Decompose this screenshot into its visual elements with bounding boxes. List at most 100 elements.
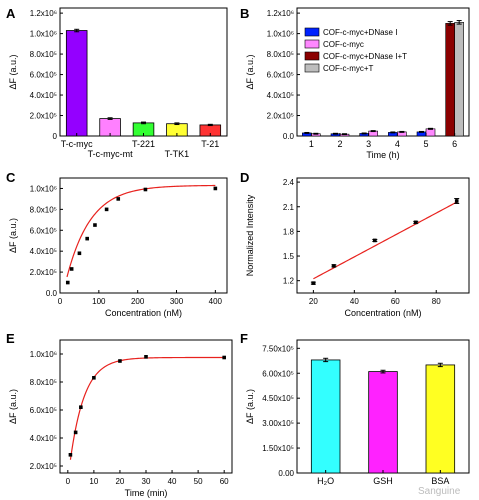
panel-e-xtick-label: 20 [115,477,124,486]
panel-d-ytick-label: 1.2 [283,277,295,286]
panel-e-ytick-label: 2.0x10⁵ [30,462,57,471]
panel-f-category-label: BSA [431,476,449,486]
panel-d-fit-curve [313,201,457,280]
panel-d-xlabel: Concentration (nM) [344,308,421,318]
panel-b-ytick-label: 2.0x10⁵ [267,112,294,121]
panel-b-legend-swatch [304,63,320,73]
panel-e-ytick-label: 4.0x10⁵ [30,434,57,443]
panel-b-xlabel: Time (h) [366,150,399,160]
panel-d-xtick-label: 20 [309,297,318,306]
panel-e-data-point [222,355,226,360]
watermark: Sanguine [418,486,461,497]
panel-a-category-label: T-221 [132,139,155,149]
panel-e-xtick-label: 60 [220,477,229,486]
panel-c-chart: 0.0 2.0x10⁵ 4.0x10⁵ 6.0x10⁵ 8.0x10⁵ 1.0x10⁶ ΔF… [8,177,228,318]
panel-b-legend-swatch [304,51,320,61]
panel-a-category-label: T-21 [201,139,219,149]
panel-d-data-point [373,238,377,243]
panel-b-category-label: 1 [309,139,314,149]
panel-d-ytick-label: 2.4 [283,178,295,187]
panel-b-category-label: 5 [423,139,428,149]
panel-c-data-point [65,280,70,285]
panel-e-fit-curve [69,356,225,460]
panel-c-xlabel: Concentration (nM) [105,308,182,318]
panel-letter-c: C [6,170,16,185]
panel-b-bar [454,22,464,137]
panel-d-xtick-label: 60 [391,297,400,306]
panel-f-ylabel: ΔF (a.u.) [245,389,255,424]
panel-e-xtick-label: 10 [89,477,98,486]
panel-a-bar [65,30,88,137]
panel-c-data-point [116,197,121,201]
panel-c-plot-frame [59,177,228,294]
panel-c-data-point [93,223,97,227]
panel-c-xtick-label: 300 [170,297,184,306]
panel-b-ytick-label: 1.2x10⁶ [267,9,294,18]
panel-b-legend-label: COF-c-myc [323,40,364,49]
panel-f-ytick-label: 4.50x10⁵ [262,394,294,403]
panel-b-category-label: 6 [452,139,457,149]
panel-f-ytick-label: 1.50x10⁵ [262,444,294,453]
panel-b-bar [445,23,455,137]
panel-letter-b: B [240,6,249,21]
panel-letter-f: F [240,331,248,346]
panel-b-bar [425,128,436,137]
panel-b-ytick-label: 0.0 [283,132,295,141]
panel-e-xlabel: Time (min) [125,488,168,498]
panel-e-ylabel: ΔF (a.u.) [8,389,18,424]
panel-e-xtick-label: 30 [142,477,151,486]
panel-a-ytick-label: 2.0x10⁵ [30,112,57,121]
panel-f-bar [368,371,398,474]
panel-c-xtick-label: 100 [92,297,106,306]
panel-c-ytick-label: 8.0x10⁵ [30,205,57,214]
panel-e-data-point [73,430,78,435]
panel-b-legend-swatch [304,39,320,49]
panel-f-bar [425,364,456,474]
panel-b-ytick-label: 4.0x10⁵ [267,91,294,100]
panel-e-xtick-label: 0 [66,477,71,486]
panel-a-ytick-label: 6.0x10⁵ [30,71,57,80]
panel-e-data-point [118,359,122,363]
panel-d-data-point [332,264,336,268]
panel-c-data-point [85,236,89,241]
panel-b-legend-label: COF-c-myc+T [323,64,374,73]
panel-f-category-label: H₂O [317,476,334,486]
panel-d-chart: 1.2 1.5 1.8 2.1 2.4 Normalized Intensity 20 40 6… [245,177,470,318]
panel-a-ytick-label: 0 [53,132,58,141]
panel-c-xtick-label: 0 [58,297,63,306]
panel-b-plot-frame [296,7,470,137]
panel-b-ytick-label: 1.0x10⁶ [267,30,294,39]
panel-a-category-label: T-TK1 [165,149,190,159]
panel-b-ytick-label: 8.0x10⁵ [267,50,294,59]
panel-d-plot-frame [296,177,470,294]
panel-a-ylabel: ΔF (a.u.) [8,54,18,89]
panel-e-data-point [92,376,96,380]
panel-c-xtick-label: 400 [209,297,223,306]
panel-d-ylabel: Normalized Intensity [245,194,255,276]
panel-c-ytick-label: 0.0 [46,289,58,298]
panel-b-category-label: 2 [337,139,342,149]
panel-e-data-point [79,405,83,409]
panel-d-xtick-label: 80 [432,297,441,306]
panel-e-xtick-label: 50 [194,477,203,486]
panel-b-legend-label: COF-c-myc+DNase I+T [323,52,407,61]
panel-e-ytick-label: 8.0x10⁵ [30,378,57,387]
panel-a-ytick-label: 8.0x10⁵ [30,50,57,59]
panel-letter-e: E [6,331,15,346]
panel-c-fit-curve [66,184,216,278]
panel-c-ytick-label: 4.0x10⁵ [30,247,57,256]
panel-b-category-label: 3 [366,139,371,149]
panel-c-data-point [77,251,82,256]
panel-e-data-point [68,453,73,457]
panel-d-xtick-label: 40 [350,297,359,306]
panel-f-chart: 0.00 1.50x10⁵ 3.00x10⁵ 4.50x10⁵ 6.00x10⁵ 7.50… [245,339,470,486]
panel-c-data-point [213,186,218,191]
panel-e-xtick-label: 40 [168,477,177,486]
panel-e-chart: 2.0x10⁵ 4.0x10⁵ 6.0x10⁵ 8.0x10⁵ 1.0x10⁶ ΔF (a… [8,339,233,498]
panel-c-xtick-label: 200 [131,297,145,306]
panel-d-ytick-label: 1.5 [283,252,295,261]
panel-b-ytick-label: 6.0x10⁵ [267,71,294,80]
panel-a-chart: 0 2.0x10⁵ 4.0x10⁵ 6.0x10⁵ 8.0x10⁵ 1.0x10⁶ 1.2x… [8,7,228,159]
panel-c-ytick-label: 2.0x10⁵ [30,268,57,277]
panel-d-ytick-label: 2.1 [283,203,295,212]
